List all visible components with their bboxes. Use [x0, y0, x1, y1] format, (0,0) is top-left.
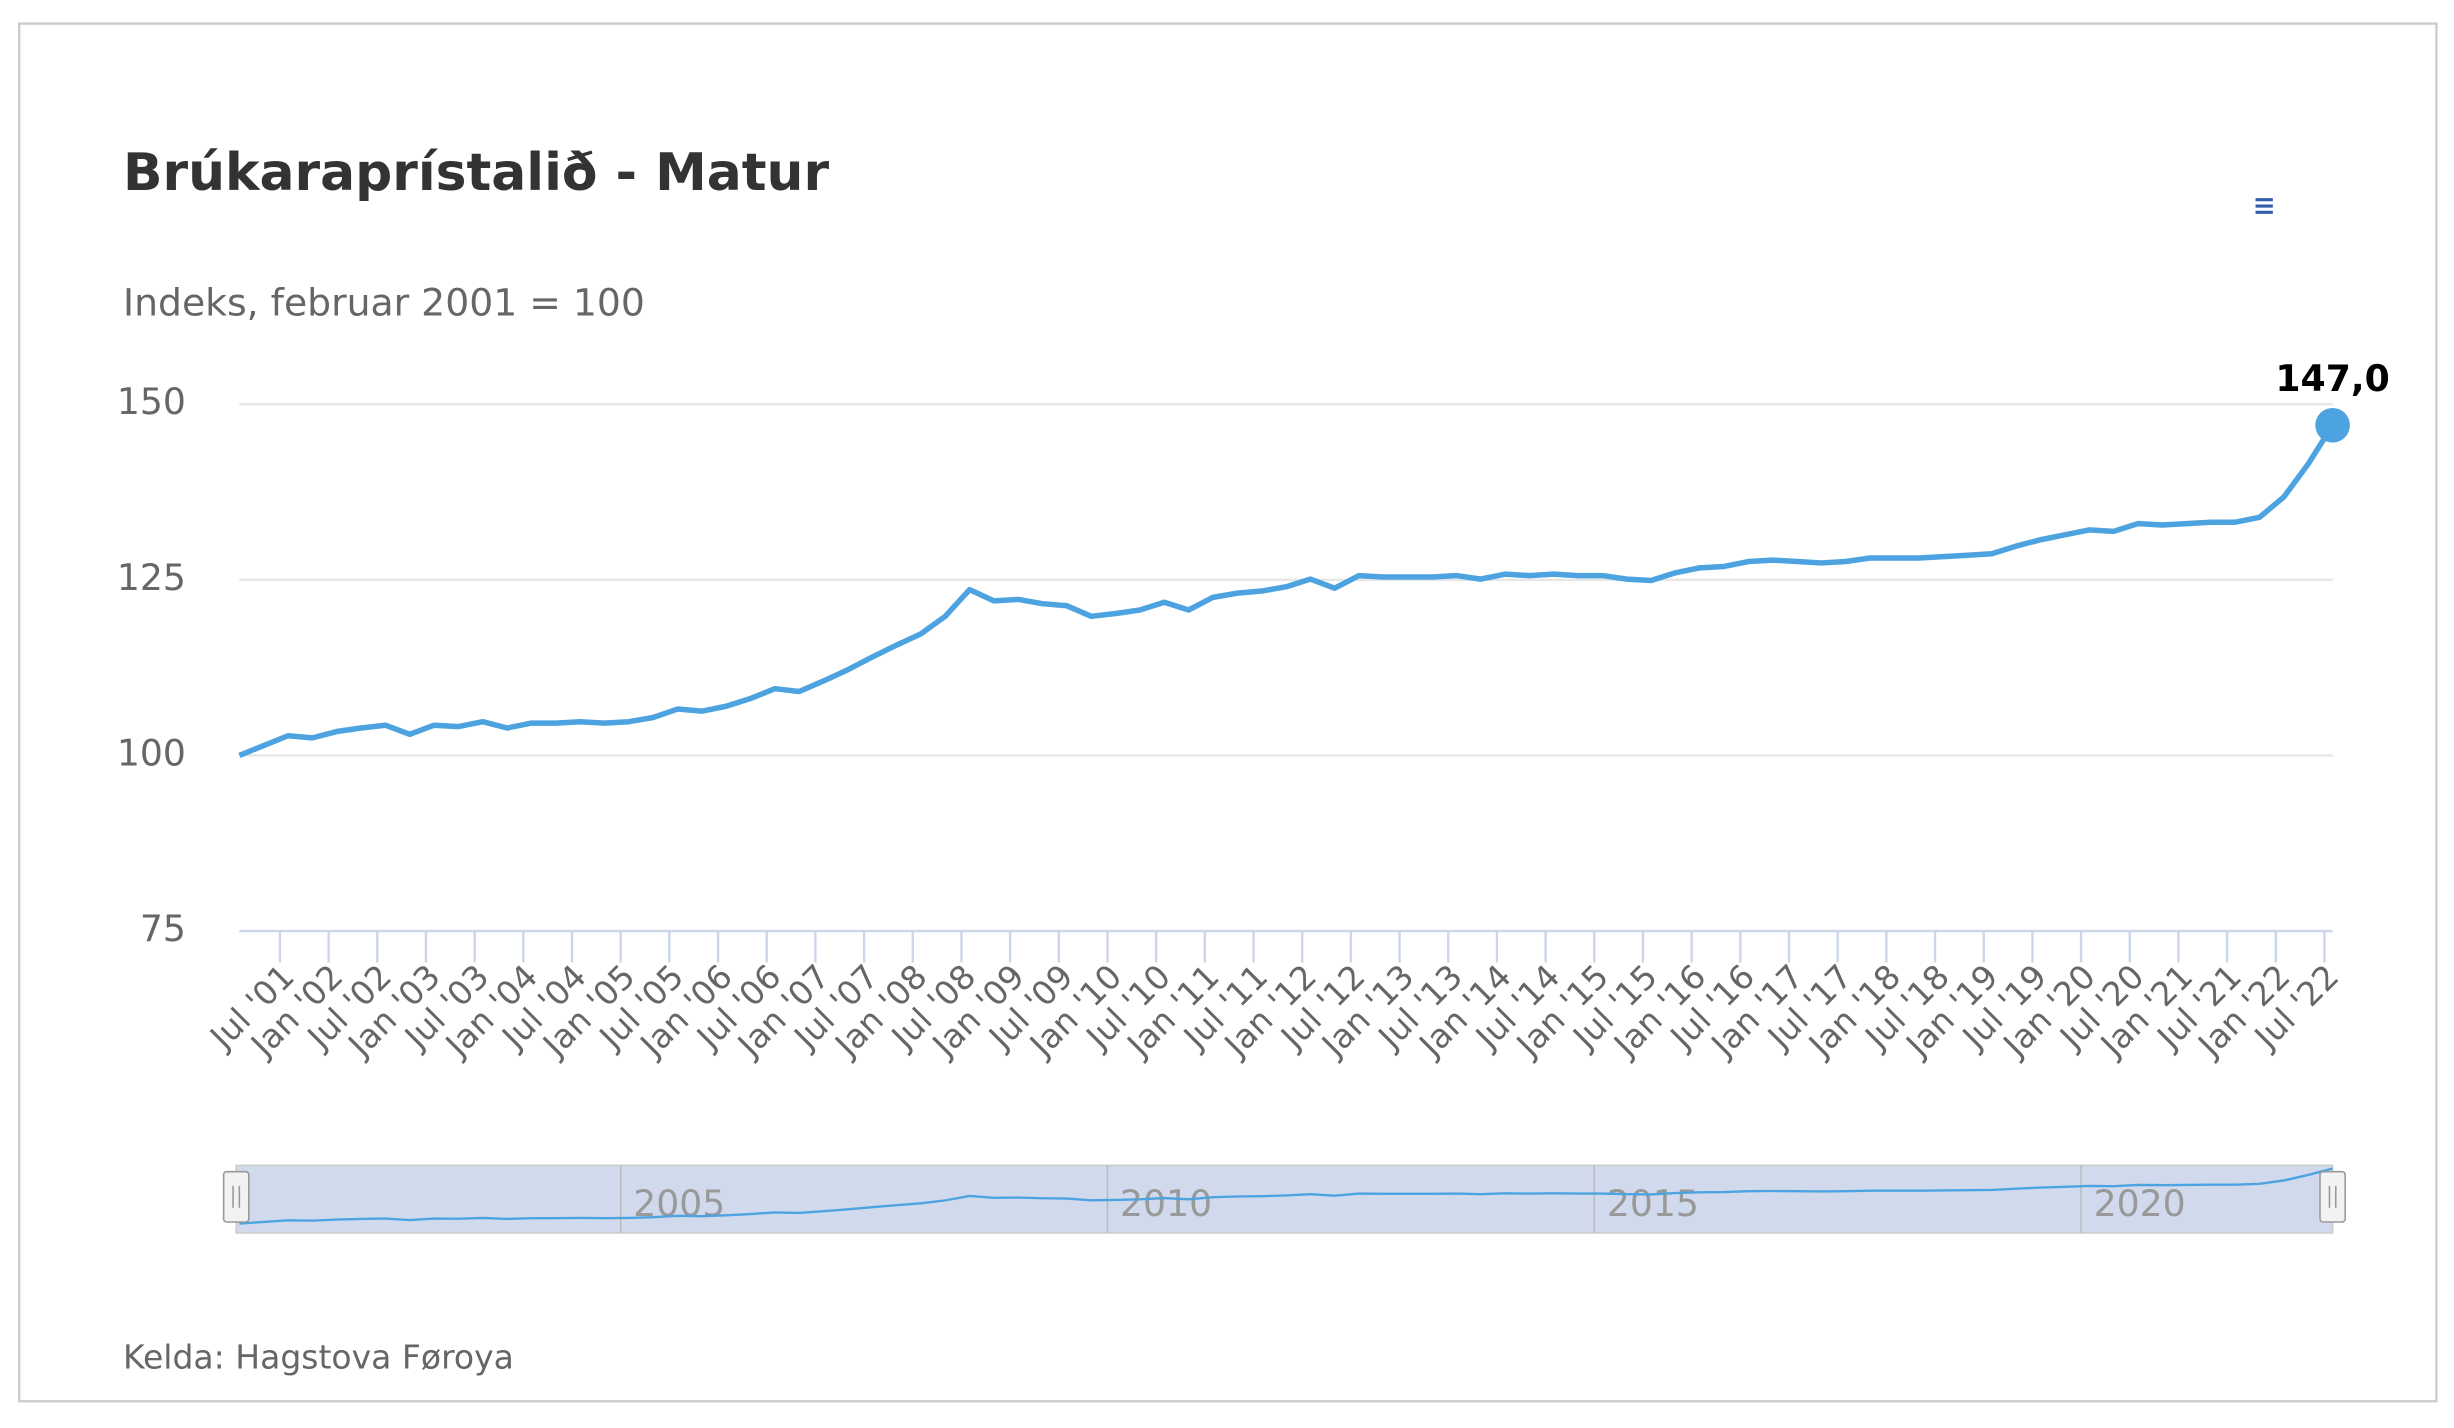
navigator-tick-label: 2015: [1607, 1182, 1699, 1225]
y-tick-label: 100: [117, 731, 186, 774]
data-label: 147,0: [2275, 357, 2389, 400]
data-point: [2315, 407, 2350, 443]
credits: Kelda: Hagstova Føroya: [123, 1337, 514, 1376]
data-line: [238, 423, 2335, 758]
menu-button[interactable]: [2255, 198, 2273, 214]
y-tick-label: 125: [117, 556, 186, 599]
chart-title: Brúkaraprístalið - Matur: [123, 143, 830, 203]
chart-border: [17, 22, 2438, 1403]
navigator-line: [239, 1167, 2333, 1225]
navigator-tick-label: 2020: [2094, 1182, 2186, 1225]
navigator-tick-label: 2010: [1120, 1182, 1212, 1225]
navigator-handle: [222, 1170, 250, 1223]
navigator-tick-label: 2005: [633, 1182, 725, 1225]
navigator-handle: [2319, 1170, 2346, 1223]
y-tick-label: 75: [140, 907, 186, 950]
y-tick-label: 150: [117, 380, 186, 423]
navigator-mask: [235, 1164, 2334, 1234]
chart-subtitle: Indeks, februar 2001 = 100: [123, 281, 645, 325]
